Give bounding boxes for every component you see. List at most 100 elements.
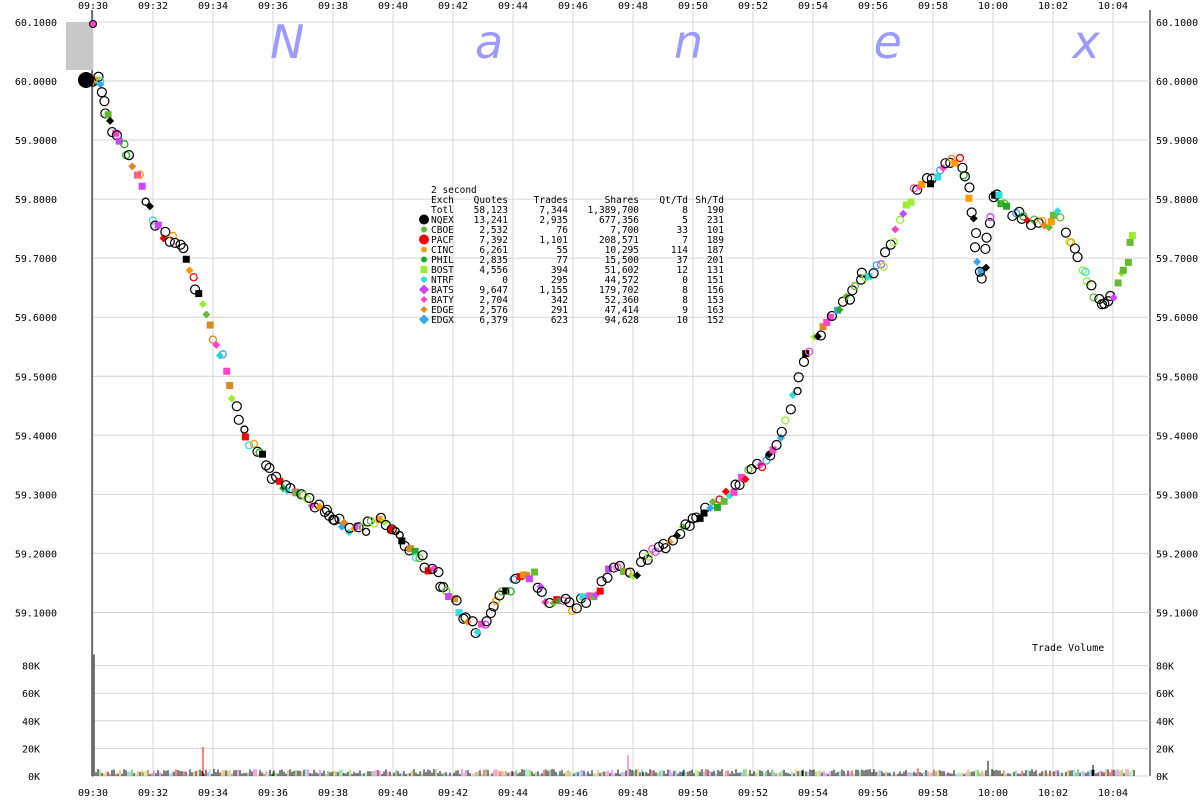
legend-cell: NTRF xyxy=(431,275,454,286)
legend-cell: 101 xyxy=(707,225,724,236)
price-mark xyxy=(160,226,171,237)
price-mark xyxy=(329,515,340,526)
legend-cell: 4,556 xyxy=(479,265,508,276)
price-tick-label: 59.1000 xyxy=(1156,608,1198,619)
price-mark xyxy=(613,563,622,572)
top-time-tick: 09:34 xyxy=(198,1,228,12)
price-mark xyxy=(642,554,653,565)
price-mark xyxy=(826,310,838,322)
price-mark xyxy=(804,347,814,356)
bottom-time-tick: 09:44 xyxy=(498,788,528,799)
top-time-axis: 09:30 09:32 09:34 09:36 09:38 09:40 09:42 09:44… xyxy=(78,1,1128,12)
price-mark xyxy=(902,201,910,209)
price-mark xyxy=(433,566,444,578)
price-mark xyxy=(451,595,462,606)
legend-cell: EDGX xyxy=(431,315,454,326)
price-mark xyxy=(965,194,973,202)
price-tick-label: 59.2000 xyxy=(15,549,57,560)
price-mark xyxy=(175,239,186,250)
price-mark xyxy=(134,171,142,179)
price-mark xyxy=(738,473,746,481)
price-mark xyxy=(231,401,242,412)
price-mark xyxy=(304,492,315,504)
legend-cell: 1,389,700 xyxy=(588,205,640,216)
legend-marker xyxy=(421,246,427,253)
top-time-tick: 09:56 xyxy=(858,1,888,12)
top-time-tick: 10:04 xyxy=(1098,1,1128,12)
left-volume-axis: 0K 20K 40K 60K 80K xyxy=(22,662,40,783)
price-mark xyxy=(321,504,332,515)
price-mark xyxy=(982,263,991,272)
price-mark xyxy=(386,524,397,535)
bottom-time-tick: 09:30 xyxy=(78,788,108,799)
price-mark xyxy=(353,522,364,533)
legend-cell: 190 xyxy=(707,205,724,216)
legend-cell: PACF xyxy=(431,235,454,246)
price-tick-label: 59.6000 xyxy=(15,313,57,324)
price-mark xyxy=(491,596,501,606)
top-time-tick: 09:50 xyxy=(678,1,708,12)
price-mark xyxy=(525,575,533,583)
price-mark xyxy=(847,285,858,296)
price-mark xyxy=(249,439,259,449)
price-mark xyxy=(411,553,421,562)
price-tick-label: 59.3000 xyxy=(15,490,57,501)
bottom-time-tick: 10:04 xyxy=(1098,788,1128,799)
price-mark xyxy=(596,587,604,595)
legend-cell: 15,500 xyxy=(605,255,640,266)
price-tick-label: 60.0000 xyxy=(1156,77,1198,88)
price-mark xyxy=(826,313,834,321)
price-mark xyxy=(879,247,891,258)
price-mark xyxy=(638,549,649,560)
price-mark xyxy=(138,182,146,190)
legend-cell: 342 xyxy=(551,295,568,306)
price-tick-label: 59.7000 xyxy=(15,254,57,265)
price-mark xyxy=(154,221,162,229)
price-mark xyxy=(148,216,158,225)
price-mark xyxy=(896,215,905,224)
legend-cell: BATY xyxy=(431,295,454,306)
price-mark xyxy=(706,504,715,513)
price-mark xyxy=(445,593,453,601)
legend-header: Trades xyxy=(534,195,568,206)
price-mark xyxy=(1011,209,1021,218)
price-tick-label: 59.4000 xyxy=(15,431,57,442)
legend-cell: PHIL xyxy=(431,255,454,266)
price-mark xyxy=(387,525,395,533)
legend-cell: 1,101 xyxy=(539,235,568,246)
bottom-time-tick: 09:48 xyxy=(618,788,648,799)
top-time-tick: 09:46 xyxy=(558,1,588,12)
price-mark xyxy=(757,462,767,472)
price-mark xyxy=(506,587,515,596)
price-mark xyxy=(223,367,231,375)
price-mark xyxy=(964,182,975,193)
price-mark xyxy=(261,460,272,471)
price-mark xyxy=(977,266,985,274)
price-mark xyxy=(189,273,198,282)
legend-cell: 189 xyxy=(707,235,724,246)
legend-cell: 7,700 xyxy=(610,225,639,236)
volume-tick-label: 80K xyxy=(1156,662,1174,673)
price-mark xyxy=(530,568,538,576)
top-time-tick: 09:40 xyxy=(378,1,408,12)
price-mark xyxy=(995,191,1003,199)
price-tick-label: 59.4000 xyxy=(1156,431,1198,442)
legend-cell: 47,414 xyxy=(605,305,640,316)
price-mark xyxy=(1126,238,1134,246)
price-mark xyxy=(1109,293,1118,302)
price-mark xyxy=(571,603,582,614)
legend-cell: 0 xyxy=(682,275,688,286)
price-mark xyxy=(202,310,211,319)
price-mark xyxy=(417,550,428,561)
price-mark xyxy=(959,171,970,182)
price-mark xyxy=(467,616,478,627)
top-time-tick: 09:42 xyxy=(438,1,468,12)
price-mark xyxy=(1023,216,1032,225)
bottom-time-axis: 09:30 09:32 09:34 09:36 09:38 09:40 09:42 09:44… xyxy=(78,788,1128,799)
legend-cell: 0 xyxy=(502,275,508,286)
price-mark xyxy=(370,519,379,528)
bottom-time-tick: 09:56 xyxy=(858,788,888,799)
price-mark xyxy=(455,609,463,617)
price-mark xyxy=(362,516,373,527)
